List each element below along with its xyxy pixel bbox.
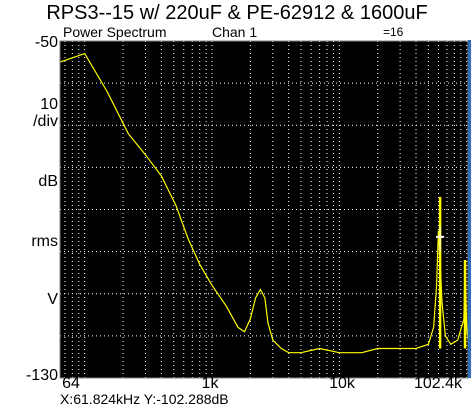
cursor-marker[interactable] [436, 226, 445, 252]
y-label-scale: 10 [40, 96, 58, 113]
plot-grid [60, 40, 468, 379]
x-label-102-4k: 102.4k [413, 375, 463, 392]
y-label-rms: rms [31, 233, 58, 250]
y-label-db: dB [38, 173, 58, 190]
y-label-div: /div [33, 113, 58, 130]
spectral-peaks [438, 196, 467, 349]
window-scrollbar-edge [468, 40, 471, 378]
x-label-10k: 10k [329, 375, 355, 392]
y-label-v: V [47, 291, 58, 308]
spectrum-trace [59, 52, 469, 354]
measurement-label: Power Spectrum [63, 24, 167, 40]
marker-tick [436, 235, 445, 238]
channel-label: Chan 1 [212, 24, 258, 40]
y-label-top: -50 [34, 34, 58, 51]
cursor-readout: X:61.824kHz Y:-102.288dB [60, 391, 229, 407]
averages-label: =16 [383, 25, 404, 39]
chart-title: RPS3--15 w/ 220uF & PE-62912 & 1600uF [46, 2, 428, 24]
x-label-1k: 1k [201, 375, 219, 392]
x-label-64: 64 [62, 375, 80, 392]
y-label-bottom: -130 [25, 367, 58, 384]
